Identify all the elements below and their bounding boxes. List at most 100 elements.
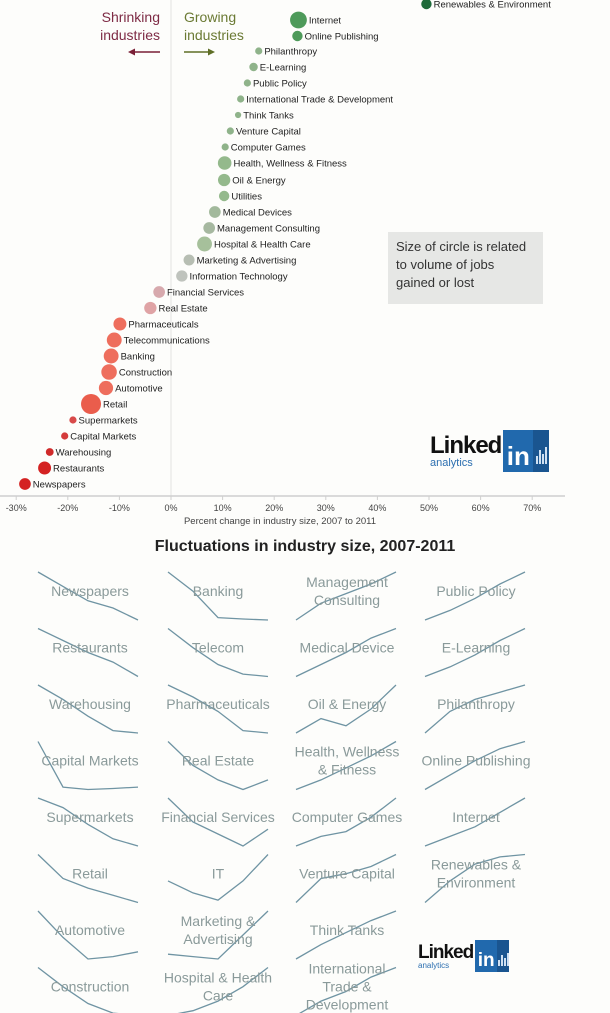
bubble-label-computer-games: Computer Games (231, 143, 306, 154)
bubble-banking (103, 348, 119, 364)
bubble-internet (290, 11, 307, 29)
sparkline-cell-computer-games: Computer Games (292, 797, 402, 847)
x-tick-label: 0% (164, 503, 177, 513)
bubble-online-publishing (292, 30, 303, 42)
sparkline-warehousing (37, 684, 139, 734)
sparkline-supermarkets (37, 797, 139, 847)
sparkline-cell-public-policy: Public Policy (424, 571, 526, 621)
sparkline-online-publishing (424, 740, 526, 791)
sparkline-label-line: Environment (437, 875, 516, 891)
sparkline-label-internet: Internet (452, 809, 500, 825)
bubble-label-internet: Internet (309, 16, 342, 27)
sparkline-cell-financial-services: Financial Services (161, 797, 275, 847)
sparkline-label-line: Venture Capital (299, 866, 395, 882)
sparkline-label-line: Development (306, 997, 389, 1013)
sparkline-think-tanks (295, 910, 397, 960)
bubble-real-estate (144, 301, 157, 315)
sparkline-label-newspapers: Newspapers (51, 583, 129, 599)
shrinking-arrowhead-icon (128, 48, 135, 56)
x-tick-label: -30% (6, 503, 27, 513)
growing-label: Growing industries (184, 9, 244, 43)
sparkline-label-renewables-environment: Renewables & Environment (431, 857, 522, 891)
sparkline-label-line: Marketing & (181, 913, 256, 929)
bubble-oil-energy (217, 173, 231, 187)
logo-wordmark-bottom: Linked analytics (418, 941, 474, 970)
growing-arrowhead-icon (208, 48, 215, 56)
bubble-automotive (98, 380, 114, 396)
growing-label-line-2: industries (184, 27, 244, 43)
logo-bar-chart-icon-bottom (497, 940, 510, 972)
bubble-medical-devices (209, 206, 221, 218)
bubble-label-renewables-environment: Renewables & Environment (434, 0, 552, 11)
sparkline-label-hospital-health-care: Hospital & Health Care (164, 970, 272, 1004)
bubble-label-health-wellness-fitness: Health, Wellness & Fitness (233, 159, 347, 170)
sparkline-label-retail: Retail (72, 866, 108, 882)
sparkline-label-line: E-Learning (442, 640, 511, 656)
sparkline-restaurants (37, 627, 139, 678)
bubble-label-financial-services: Financial Services (167, 288, 244, 299)
x-tick-label: 30% (317, 503, 335, 513)
bubble-label-retail: Retail (103, 400, 127, 411)
sparkline-label-line: Health, Wellness (295, 744, 400, 760)
bubble-venture-capital (226, 127, 234, 135)
sparkline-label-line: Automotive (55, 922, 125, 938)
sparkline-label-line: Capital Markets (41, 753, 138, 769)
bubble-label-philanthropy: Philanthropy (264, 47, 317, 58)
logo-analytics-text-bottom: analytics (418, 960, 450, 970)
bubble-health-wellness-fitness (217, 156, 232, 170)
logo-linked-text-bottom: Linked (418, 941, 474, 963)
bubble-management-consulting (203, 222, 216, 234)
size-note-line-2: to volume of jobs (396, 257, 495, 272)
sparkline-label-restaurants: Restaurants (52, 640, 127, 656)
growing-label-line-1: Growing (184, 9, 236, 25)
bubble-pharmaceuticals (113, 317, 127, 331)
sparkline-label-line: Consulting (314, 592, 380, 608)
bubble-label-newspapers: Newspapers (33, 480, 86, 491)
bubble-label-oil-energy: Oil & Energy (232, 176, 286, 187)
bubble-label-venture-capital: Venture Capital (236, 127, 301, 138)
sparkline-cell-hospital-health-care: Hospital & Health Care (164, 966, 272, 1013)
sparkline-cell-renewables-environment: Renewables & Environment (424, 853, 526, 903)
sparkline-internet (424, 797, 526, 847)
sparkline-label-line: Oil & Energy (308, 696, 387, 712)
sparkline-label-line: Construction (51, 979, 130, 995)
bubble-public-policy (243, 79, 251, 87)
x-tick-label: 50% (420, 503, 438, 513)
bubble-label-telecommunications: Telecommunications (124, 336, 210, 347)
sparkline-label-online-publishing: Online Publishing (422, 753, 531, 769)
sparkline-cell-construction: Construction (37, 966, 130, 1013)
sparkline-label-line: Financial Services (161, 809, 275, 825)
bubble-label-marketing-advertising: Marketing & Advertising (197, 256, 297, 267)
sparkline-cell-banking: Banking (167, 571, 269, 621)
logo-bar-chart-icon (533, 430, 550, 472)
sparkline-automotive (37, 910, 139, 960)
bubble-label-supermarkets: Supermarkets (79, 416, 138, 427)
sparkline-label-supermarkets: Supermarkets (46, 809, 133, 825)
sparkline-label-health-wellness-fitness: Health, Wellness & Fitness (295, 744, 400, 778)
sparkline-cell-restaurants: Restaurants (37, 627, 139, 678)
sparkline-cell-management-consulting: Management Consulting (295, 571, 397, 621)
sparkline-label-management-consulting: Management Consulting (306, 574, 388, 608)
sparkline-label-medical-device: Medical Device (300, 640, 395, 656)
sparkline-label-line: Renewables & (431, 857, 522, 873)
x-tick-label: -20% (57, 503, 78, 513)
bubble-label-e-learning: E-Learning (260, 63, 306, 74)
logo-in-cube: in (503, 430, 534, 472)
sparkline-label-think-tanks: Think Tanks (310, 922, 384, 938)
bubble-label-capital-markets: Capital Markets (70, 432, 136, 443)
bubble-information-technology (176, 270, 188, 282)
sparkline-label-line: Supermarkets (46, 809, 133, 825)
sparkline-label-line: Real Estate (182, 753, 255, 769)
sparkline-label-financial-services: Financial Services (161, 809, 275, 825)
x-tick-label: 70% (523, 503, 541, 513)
sparkline-label-capital-markets: Capital Markets (41, 753, 138, 769)
sparkline-cell-it: IT (167, 854, 269, 901)
shrinking-label-line-1: Shrinking (102, 9, 160, 25)
sparkline-e-learning (424, 627, 526, 678)
bubble-retail (81, 394, 102, 414)
sparkline-cell-internet: Internet (424, 797, 526, 847)
sparkline-pharmaceuticals (167, 684, 269, 734)
sparkline-banking (167, 571, 269, 621)
sparkline-label-line: Internet (452, 809, 500, 825)
bubble-restaurants (38, 461, 52, 475)
